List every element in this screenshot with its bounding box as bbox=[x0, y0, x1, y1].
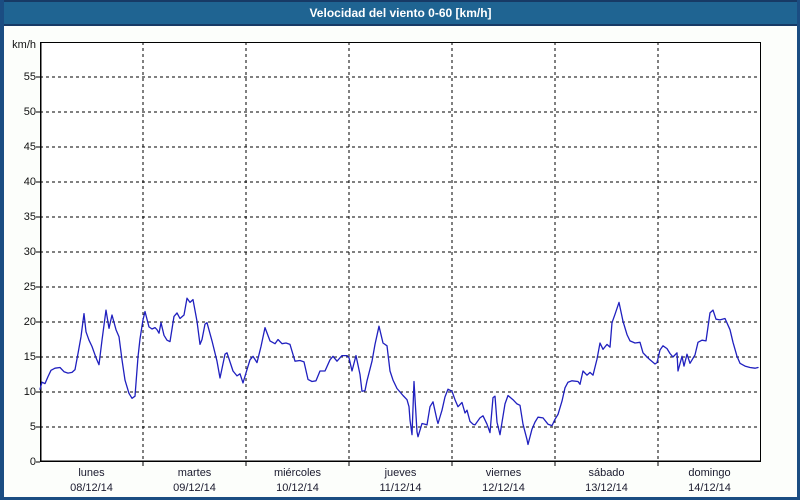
y-tick-label-0: 0 bbox=[29, 456, 36, 468]
y-tick-label-10: 10 bbox=[23, 386, 36, 398]
day-date-label-sábado: 13/12/14 bbox=[585, 482, 628, 494]
day-date-label-martes: 09/12/14 bbox=[173, 482, 216, 494]
day-date-label-miércoles: 10/12/14 bbox=[276, 482, 319, 494]
plot-area bbox=[36, 42, 761, 466]
y-tick-label-30: 30 bbox=[23, 246, 36, 258]
chart-title-bar: Velocidad del viento 0-60 [km/h] bbox=[4, 0, 797, 26]
day-date-label-lunes: 08/12/14 bbox=[70, 482, 113, 494]
y-tick-label-40: 40 bbox=[23, 176, 36, 188]
wind-speed-series-line bbox=[39, 297, 759, 446]
day-name-label-miércoles: miércoles bbox=[273, 467, 322, 479]
day-name-label-sábado: sábado bbox=[588, 467, 625, 479]
day-date-label-jueves: 11/12/14 bbox=[379, 482, 422, 494]
chart-content: km/h 0 5 10 15 20 25 30 35 40 45 50 55 lunes 08/12/1… bbox=[4, 26, 797, 497]
y-tick-label-20: 20 bbox=[23, 316, 36, 328]
y-tick-label-50: 50 bbox=[23, 106, 36, 118]
day-date-label-viernes: 12/12/14 bbox=[482, 482, 525, 494]
y-tick-label-25: 25 bbox=[23, 281, 36, 293]
y-tick-label-45: 45 bbox=[23, 141, 36, 153]
y-axis-unit-label: km/h bbox=[12, 39, 36, 51]
chart-title: Velocidad del viento 0-60 [km/h] bbox=[309, 6, 492, 20]
day-name-label-domingo: domingo bbox=[688, 467, 731, 479]
wind-speed-line-chart bbox=[36, 42, 761, 466]
day-name-label-lunes: lunes bbox=[78, 467, 105, 479]
y-tick-label-55: 55 bbox=[23, 71, 36, 83]
day-date-label-domingo: 14/12/14 bbox=[688, 482, 731, 494]
y-tick-label-15: 15 bbox=[23, 351, 36, 363]
day-name-label-viernes: viernes bbox=[485, 467, 522, 479]
y-tick-label-35: 35 bbox=[23, 211, 36, 223]
day-name-label-jueves: jueves bbox=[384, 467, 417, 479]
y-tick-label-5: 5 bbox=[29, 421, 36, 433]
day-name-label-martes: martes bbox=[177, 467, 212, 479]
